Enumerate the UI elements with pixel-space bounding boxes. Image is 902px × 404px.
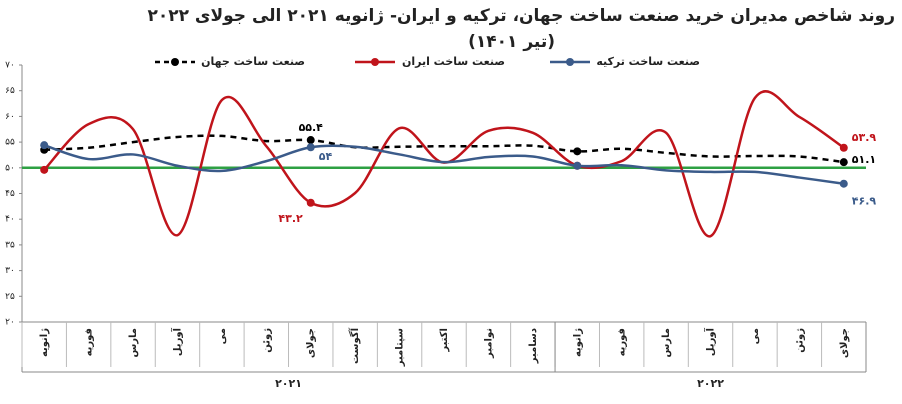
- y-tick-label: ۳۵: [5, 240, 15, 250]
- data-point: [573, 161, 582, 170]
- legend-marker: [371, 58, 379, 66]
- data-point: [306, 198, 315, 207]
- data-point: [573, 147, 582, 156]
- chart-subtitle: (تیر ۱۴۰۱): [468, 32, 555, 52]
- y-tick-label: ۲۵: [5, 292, 15, 302]
- data-point: [40, 141, 49, 150]
- x-tick-label: ژوئن: [794, 328, 805, 353]
- y-tick-label: ۷۰: [5, 61, 15, 71]
- y-tick-label: ۲۰: [5, 318, 15, 328]
- data-point: [306, 143, 315, 152]
- x-tick-label: آوریل: [704, 327, 717, 356]
- data-label: ۵۳.۹: [852, 131, 877, 144]
- x-tick-label: آوریل: [170, 327, 183, 356]
- chart-title: روند شاخص مدیران خرید صنعت ساخت جهان، تر…: [147, 6, 895, 26]
- x-tick-label: ژانویه: [572, 328, 583, 357]
- y-tick-label: ۵۵: [5, 138, 15, 148]
- x-tick-label: جولای: [306, 328, 317, 358]
- group-label: ۲۰۲۱: [275, 377, 302, 390]
- x-tick-label: ژوئن: [261, 328, 272, 353]
- legend-label: صنعت ساخت جهان: [201, 55, 305, 68]
- legend-marker: [566, 58, 574, 66]
- data-point: [306, 136, 315, 145]
- y-tick-label: ۵۰: [5, 163, 15, 173]
- series-line: [43, 143, 844, 185]
- data-point: [839, 158, 848, 167]
- x-tick-label: مارس: [128, 328, 139, 358]
- x-tick-label: نوامبر: [483, 328, 494, 359]
- y-tick-label: ۶۰: [5, 112, 15, 122]
- data-label: ۵۴: [319, 150, 333, 163]
- legend-label: صنعت ساخت ترکیه: [596, 55, 700, 68]
- series-line: [44, 134, 844, 164]
- x-tick-label: می: [750, 328, 761, 344]
- x-tick-label: جولای: [839, 328, 850, 358]
- data-point: [839, 179, 848, 188]
- x-tick-label: فوریه: [84, 328, 95, 356]
- y-tick-label: ۴۵: [5, 189, 15, 199]
- x-tick-label: ژانویه: [39, 328, 50, 357]
- data-point: [839, 143, 848, 152]
- x-tick-label: اکتبر: [439, 328, 450, 353]
- data-label: ۵۵.۴: [299, 121, 324, 134]
- y-tick-label: ۶۵: [5, 86, 15, 96]
- y-tick-label: ۴۰: [5, 215, 15, 225]
- data-label: ۵۱.۱: [852, 153, 876, 166]
- x-tick-label: دسامبر: [528, 328, 539, 364]
- data-label: ۴۶.۹: [852, 195, 877, 208]
- legend-marker: [171, 58, 179, 66]
- x-tick-label: می: [217, 328, 228, 344]
- data-point: [40, 165, 49, 174]
- series-line: [43, 90, 845, 238]
- x-tick-label: مارس: [661, 328, 672, 358]
- y-tick-label: ۳۰: [5, 266, 15, 276]
- x-tick-label: فوریه: [617, 328, 628, 356]
- x-tick-label: آگوست: [348, 327, 361, 364]
- data-label: ۴۳.۲: [278, 212, 303, 225]
- group-label: ۲۰۲۲: [697, 377, 724, 390]
- x-tick-label: سپتامبر: [395, 328, 406, 367]
- legend-label: صنعت ساخت ایران: [402, 55, 505, 68]
